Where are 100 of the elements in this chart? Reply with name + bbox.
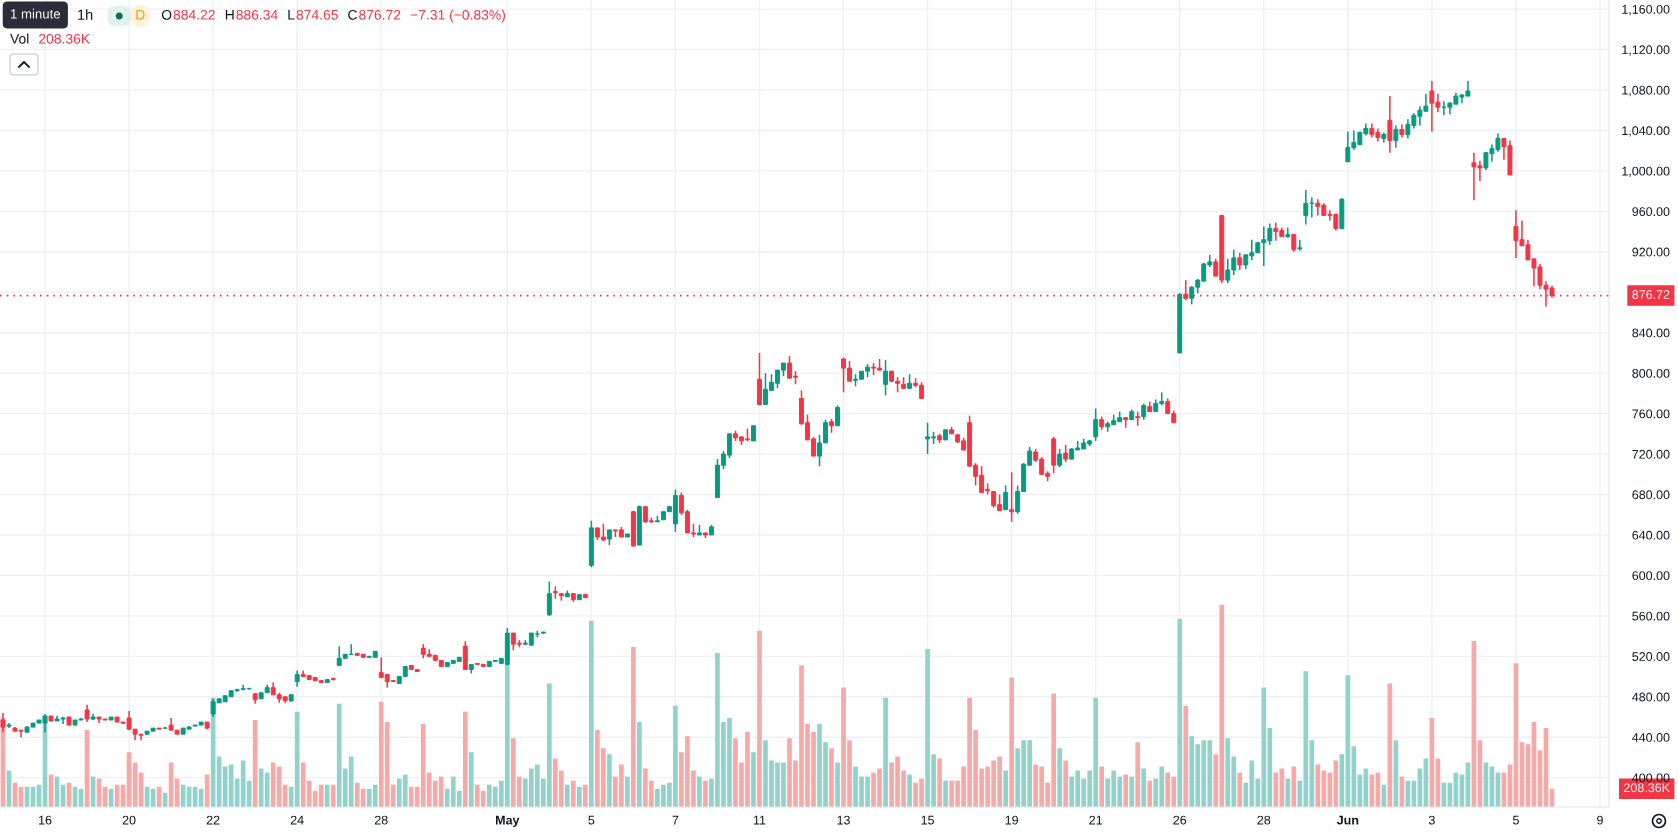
x-tick-label: 9: [1597, 815, 1603, 825]
bar: [1141, 768, 1147, 807]
bar: [703, 780, 708, 807]
candlestick: [1297, 238, 1303, 252]
y-tick-label: 840.00: [1632, 328, 1670, 338]
y-tick-label: 1,000.00: [1622, 166, 1670, 178]
candlestick: [0, 712, 6, 733]
y-tick-label: 1,160.00: [1622, 4, 1670, 16]
annotation: C876.72: [348, 9, 401, 20]
bar: [1291, 766, 1297, 807]
annotation: 208.36K: [39, 33, 90, 44]
bar: [1177, 618, 1183, 807]
y-tick-label: 1,040.00: [1622, 126, 1670, 137]
y-tick-label: 960.00: [1632, 207, 1670, 217]
y-tick-label: 640.00: [1632, 530, 1670, 540]
bar: [589, 620, 594, 807]
bar: [631, 647, 636, 807]
bar: [1123, 774, 1129, 807]
candlestick: [1009, 471, 1015, 523]
candlestick: [1093, 407, 1099, 442]
y-tick-label: 680.00: [1632, 490, 1670, 500]
bar: [943, 780, 948, 807]
ref-line-label: 876.72: [1632, 290, 1670, 299]
y-tick-label: 1,080.00: [1622, 85, 1670, 97]
bar: [462, 711, 468, 807]
annotation: −7.31 (−0.83%): [410, 9, 506, 23]
x-tick-label: May: [495, 815, 520, 827]
annotation: O884.22: [161, 9, 215, 20]
candlestick: [1393, 124, 1399, 149]
bar: [330, 784, 336, 807]
bar: [1009, 677, 1014, 807]
candlestick: [1003, 484, 1009, 511]
bar: [1183, 705, 1189, 807]
bar: [1237, 772, 1243, 807]
y-tick-label: 440.00: [1632, 733, 1670, 742]
bar: [252, 719, 258, 807]
bar: [607, 754, 612, 807]
y-tick-label: 560.00: [1632, 611, 1670, 621]
bar: [565, 784, 570, 807]
bar: [829, 748, 834, 807]
x-tick-label: 28: [1257, 815, 1271, 825]
x-tick-label: 22: [206, 815, 220, 825]
y-tick-label: 600.00: [1632, 571, 1670, 581]
candlestick: [883, 359, 889, 397]
x-tick-label: 26: [1173, 815, 1187, 825]
candlestick: [1387, 95, 1393, 154]
bar: [583, 784, 588, 807]
x-tick-label: 5: [588, 815, 595, 825]
bar: [577, 786, 582, 807]
candlestick: [462, 640, 468, 671]
x-tick-label: 11: [753, 815, 766, 825]
x-tick-label: Jun: [1336, 815, 1359, 825]
bar: [571, 780, 576, 807]
bar: [1285, 778, 1291, 807]
x-tick-label: 24: [290, 815, 304, 825]
x-tick-label: 16: [39, 815, 52, 825]
bar: [757, 630, 762, 807]
x-tick-label: 20: [122, 815, 136, 825]
y-tick-label: 920.00: [1632, 247, 1670, 257]
bar: [1063, 760, 1068, 807]
y-tick-label: 400.00: [1632, 773, 1670, 783]
bar: [1057, 748, 1062, 807]
x-tick-label: 21: [1089, 815, 1103, 825]
x-tick-label: 3: [1428, 815, 1435, 825]
bar: [324, 784, 330, 807]
x-tick-label: 28: [374, 815, 388, 825]
y-tick-label: 1,120.00: [1622, 45, 1670, 56]
y-tick-label: 720.00: [1632, 449, 1670, 459]
bar: [625, 776, 630, 807]
annotation: D: [136, 10, 145, 20]
candlestick: [546, 580, 552, 617]
y-tick-label: 800.00: [1632, 368, 1670, 378]
annotation: 1 minute: [11, 8, 61, 19]
candlestick: [835, 404, 840, 427]
bar: [751, 752, 756, 807]
bar: [1147, 780, 1153, 807]
x-tick-label: 13: [837, 815, 850, 825]
annotation: L874.65: [288, 9, 338, 20]
y-tick-label: 520.00: [1632, 652, 1670, 661]
x-tick-label: 15: [921, 815, 934, 825]
bar: [1099, 766, 1105, 807]
text: 208.36K: [1624, 783, 1670, 793]
bar: [637, 721, 642, 807]
candlestick: [1303, 189, 1309, 226]
x-tick-label: 5: [1512, 815, 1519, 825]
y-tick-label: 760.00: [1632, 409, 1670, 419]
annotation: Vol: [10, 33, 29, 44]
x-tick-label: 7: [672, 815, 679, 825]
bar: [835, 762, 840, 807]
y-tick-label: 480.00: [1632, 692, 1670, 702]
x-tick-label: 19: [1005, 815, 1018, 825]
candlestick: [1285, 226, 1291, 239]
bar: [883, 697, 888, 807]
bar: [1003, 770, 1008, 807]
bar: [1135, 742, 1141, 807]
bar: [937, 758, 942, 807]
chart-title: 1h: [78, 9, 93, 20]
annotation: H886.34: [225, 9, 278, 20]
bar: [697, 776, 702, 807]
bar: [1129, 776, 1135, 807]
